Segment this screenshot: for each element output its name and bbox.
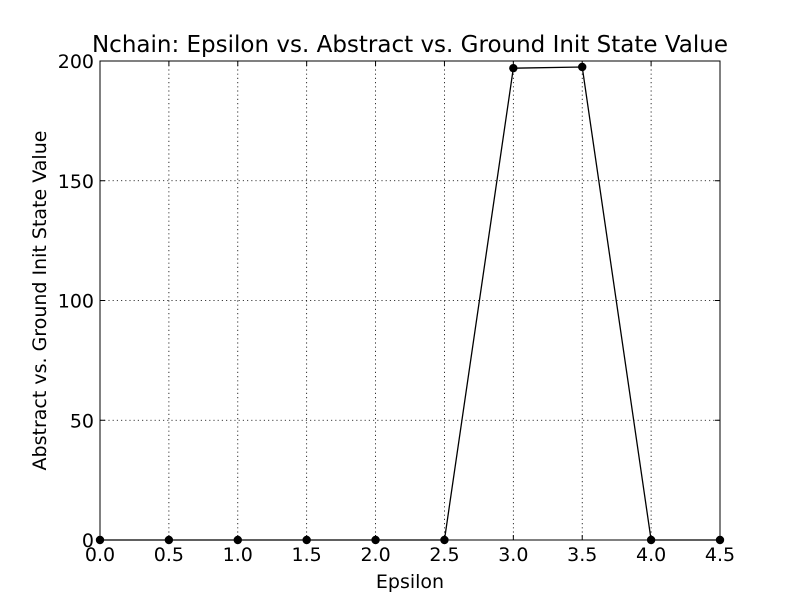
- series-line: [100, 66, 720, 541]
- plot-area-frame: [99, 60, 721, 541]
- x-axis-label: Epsilon: [376, 571, 444, 593]
- x-tick-labels: 0.0 0.5 1.0 1.5 2.0 2.5 3.0 3.5 4.0 4.5: [85, 544, 735, 566]
- x-tick-label: 3.0: [498, 544, 528, 566]
- x-tick-label: 2.0: [360, 544, 390, 566]
- x-tick-label: 1.0: [223, 544, 253, 566]
- y-tick-label: 100: [58, 291, 94, 313]
- x-tick-label: 3.5: [567, 544, 597, 566]
- x-tick-label: 0.5: [154, 544, 184, 566]
- y-tick-label: 0: [82, 530, 94, 552]
- y-tick-label: 200: [58, 51, 94, 73]
- chart-title: Nchain: Epsilon vs. Abstract vs. Ground …: [92, 32, 728, 58]
- series-layer: [95, 62, 725, 545]
- y-tick-label: 150: [58, 171, 94, 193]
- data-point: [578, 62, 587, 72]
- grid: [100, 61, 720, 540]
- y-tick-label: 50: [70, 410, 94, 432]
- x-tick-label: 2.5: [429, 544, 459, 566]
- x-tick-label: 0.0: [85, 544, 115, 566]
- data-point: [509, 63, 518, 73]
- y-tick-labels: 0 50 100 150 200: [58, 51, 94, 552]
- y-axis-label: Abstract vs. Ground Init State Value: [29, 131, 51, 471]
- x-tick-label: 1.5: [292, 544, 322, 566]
- x-tick-label: 4.5: [705, 544, 735, 566]
- x-tick-label: 4.0: [636, 544, 666, 566]
